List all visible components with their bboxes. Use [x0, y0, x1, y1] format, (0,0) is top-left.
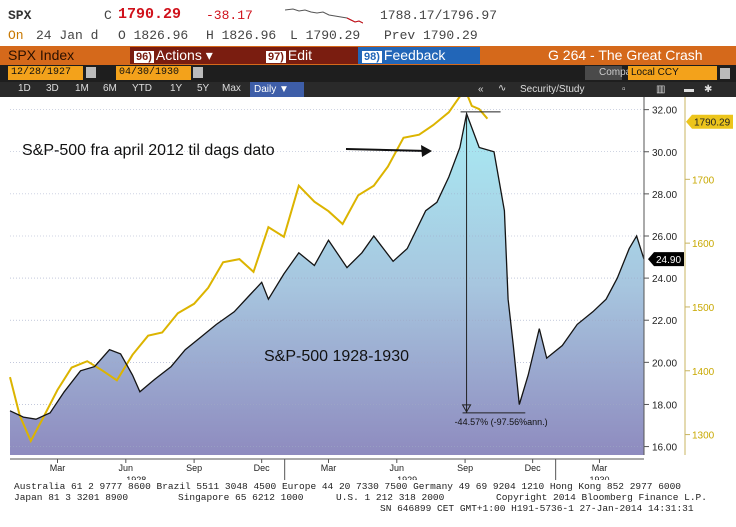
settings-icon[interactable]: ▫: [622, 84, 626, 95]
right-axis-label: 1500: [692, 303, 715, 314]
gold-series-line: [9, 97, 489, 444]
right-axis-label: 1700: [692, 175, 715, 186]
bid-ask-range: 1788.17/1796.97: [380, 8, 498, 23]
left-axis-label: 24.00: [652, 274, 677, 285]
year-label: 1929: [397, 475, 417, 480]
last-price: 1790.29: [118, 6, 182, 23]
ohlc-row: On 24 Jan d O 1826.96 H 1826.96 L 1790.2…: [0, 28, 736, 44]
area-fill: [10, 113, 644, 456]
currency-select[interactable]: Local CCY: [628, 66, 717, 80]
annotation-arrow-shaft: [345, 148, 429, 152]
footer-copyright: Copyright 2014 Bloomberg Finance L.P.: [496, 492, 707, 503]
left-axis-label: 22.00: [652, 316, 677, 327]
end-date-input[interactable]: 04/30/1930: [116, 66, 191, 80]
x-axis-label: Sep: [186, 463, 202, 473]
open-price: O 1826.96: [118, 28, 189, 43]
feedback-label: Feedback: [383, 47, 446, 63]
x-axis-label: Dec: [525, 463, 542, 473]
ticker-symbol: SPX: [8, 8, 32, 23]
right-axis-label: 1600: [692, 239, 715, 250]
annotation-1928-label: S&P-500 1928-1930: [264, 348, 409, 365]
price-change: -38.17: [206, 8, 253, 23]
current-right-label: 1790.29: [694, 118, 731, 129]
close-label: C: [104, 8, 112, 23]
footer-japan: Japan 81 3 3201 8900: [14, 492, 129, 503]
period-toolbar: 1D 3D 1M 6M YTD 1Y 5Y Max Daily ▼ « ∿ Se…: [0, 82, 736, 97]
current-right-flag: [686, 114, 733, 129]
drawdown-label: -44.57% (-97.56%ann.): [455, 417, 548, 427]
period-3d[interactable]: 3D: [46, 83, 59, 94]
feedback-button[interactable]: 98) Feedback: [358, 47, 480, 64]
study-icon[interactable]: ∿: [498, 83, 507, 94]
x-axis-label: Mar: [592, 463, 608, 473]
period-5y[interactable]: 5Y: [197, 83, 210, 94]
date-range-bar: 12/28/1927 04/30/1930 Compare Local CCY: [0, 65, 736, 82]
edit-button[interactable]: 97) Edit: [262, 47, 358, 64]
year-label: 1930: [589, 475, 609, 480]
prev-price: Prev 1790.29: [384, 28, 478, 43]
calendar-icon[interactable]: [86, 67, 96, 78]
feedback-number: 98): [362, 51, 382, 63]
x-axis-label: Dec: [254, 463, 271, 473]
period-1d[interactable]: 1D: [18, 83, 31, 94]
edit-number: 97): [266, 51, 286, 63]
intraday-sparkline: [285, 8, 363, 24]
left-axis-label: 32.00: [652, 106, 677, 117]
x-axis-label: Jun: [119, 463, 134, 473]
annotation-2012-label: S&P-500 fra april 2012 til dags dato: [22, 142, 275, 159]
actions-label: Actions ▾: [155, 47, 213, 63]
footer: Australia 61 2 9777 8600 Brazil 5511 304…: [0, 480, 736, 527]
footer-singapore: Singapore 65 6212 1000: [178, 492, 304, 503]
period-6m[interactable]: 6M: [103, 83, 117, 94]
low-price: L 1790.29: [290, 28, 361, 43]
dropdown-icon[interactable]: [720, 68, 730, 79]
x-axis-label: Jun: [390, 463, 405, 473]
x-axis-label: Mar: [321, 463, 337, 473]
footer-line-3: SN 646899 CET GMT+1:00 H191-5736-1 27-Ja…: [380, 503, 694, 514]
ohlc-date: 24 Jan d: [36, 28, 99, 43]
left-axis-label: 30.00: [652, 148, 677, 159]
period-max[interactable]: Max: [222, 83, 241, 94]
drawdown-arrow-icon: [461, 404, 472, 413]
collapse-icon[interactable]: «: [478, 84, 484, 95]
left-axis-label: 16.00: [652, 443, 677, 454]
ticker-row: SPX C 1790.29 -38.17 1788.17/1796.97: [0, 0, 736, 28]
security-study-label[interactable]: Security/Study: [520, 84, 585, 95]
compare-label: Compare: [599, 67, 641, 78]
actions-button[interactable]: 96) Actions ▾: [130, 47, 262, 64]
footer-line-1: Australia 61 2 9777 8600 Brazil 5511 304…: [14, 481, 682, 492]
security-title: SPX Index: [8, 47, 75, 63]
right-axis-label: 1300: [692, 431, 715, 442]
high-price: H 1826.96: [206, 28, 277, 43]
black-series-line: [9, 111, 645, 420]
on-label: On: [8, 28, 24, 43]
year-label: 1928: [126, 475, 146, 480]
chart-type-icon[interactable]: ▥: [656, 84, 666, 95]
frequency-dropdown[interactable]: Daily ▼: [250, 82, 304, 97]
zoom-icon[interactable]: ▬: [684, 84, 694, 95]
x-axis-label: Sep: [457, 463, 473, 473]
start-date-input[interactable]: 12/28/1927: [8, 66, 83, 80]
gear-icon[interactable]: ✱: [704, 84, 713, 95]
footer-us: U.S. 1 212 318 2000: [336, 492, 445, 503]
period-ytd[interactable]: YTD: [132, 83, 152, 94]
left-axis-label: 26.00: [652, 232, 677, 243]
left-axis-label: 18.00: [652, 400, 677, 411]
current-left-flag: [648, 252, 684, 267]
x-axis-label: Mar: [50, 463, 66, 473]
right-axis-label: 1400: [692, 367, 715, 378]
compare-field[interactable]: [585, 66, 622, 80]
period-1y[interactable]: 1Y: [170, 83, 183, 94]
annotation-arrow-head: [421, 145, 432, 157]
price-chart: 32.00 30.00 28.00 26.00 24.00 22.00 20.00 18.00…: [0, 97, 736, 480]
edit-label: Edit: [287, 47, 313, 63]
left-axis-label: 28.00: [652, 190, 677, 201]
actions-number: 96): [134, 51, 154, 63]
menu-bar: SPX Index 96) Actions ▾ 97) Edit 98) Feedba…: [0, 46, 736, 65]
calendar-icon[interactable]: [193, 67, 203, 78]
period-1m[interactable]: 1M: [75, 83, 89, 94]
page-title: G 264 - The Great Crash: [548, 47, 703, 63]
current-left-label: 24.90: [656, 255, 681, 266]
left-axis-label: 20.00: [652, 358, 677, 369]
